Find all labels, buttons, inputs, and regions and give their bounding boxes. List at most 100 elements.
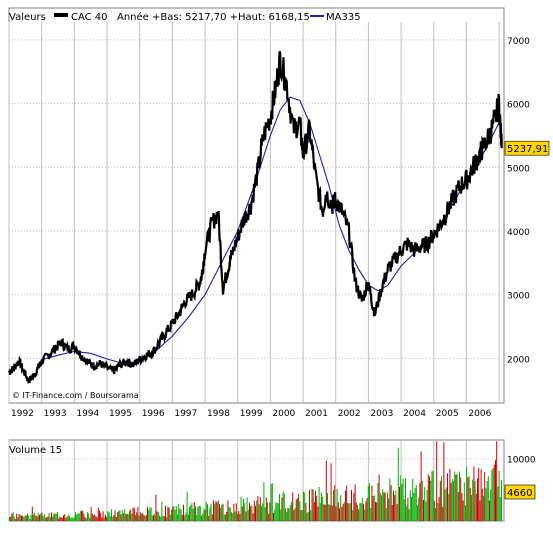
volume-bar xyxy=(136,512,138,521)
volume-bar xyxy=(139,512,141,521)
volume-bar xyxy=(465,505,466,521)
volume-bar xyxy=(311,488,313,521)
volume-bar xyxy=(165,505,166,521)
volume-bar xyxy=(133,508,135,521)
volume-bar xyxy=(208,515,210,521)
volume-bar xyxy=(324,504,326,521)
volume-bar xyxy=(455,474,457,521)
volume-bar xyxy=(277,503,279,521)
volume-bar xyxy=(419,482,421,521)
volume-bar xyxy=(334,485,336,521)
volume-bar xyxy=(287,507,289,521)
volume-bar xyxy=(178,503,180,521)
volume-bar xyxy=(210,503,212,521)
volume-bar xyxy=(301,510,303,521)
volume-bar xyxy=(295,499,297,521)
volume-bar xyxy=(48,513,50,521)
volume-bar xyxy=(190,505,192,521)
volume-bar xyxy=(237,513,238,521)
volume-bar xyxy=(130,509,132,521)
volume-bar xyxy=(53,513,55,521)
volume-bar xyxy=(245,511,247,521)
volume-bar xyxy=(300,509,302,521)
price-grid xyxy=(8,22,504,403)
volume-bar xyxy=(83,513,85,521)
y-tick-label: 7000 xyxy=(507,37,530,47)
volume-bar xyxy=(409,490,411,521)
volume-bar xyxy=(293,510,295,521)
volume-bar xyxy=(251,505,253,521)
volume-bar xyxy=(385,508,387,521)
volume-bar xyxy=(125,514,127,521)
volume-bar xyxy=(342,503,344,521)
volume-bar xyxy=(103,517,105,521)
volume-bar xyxy=(135,514,136,521)
volume-bar xyxy=(367,485,369,521)
volume-bar xyxy=(265,497,267,521)
volume-bar xyxy=(454,471,456,521)
volume-bar xyxy=(316,495,318,521)
x-tick-label: 1992 xyxy=(11,409,34,419)
volume-bar xyxy=(169,514,171,521)
volume-bar xyxy=(431,471,433,521)
volume-bar xyxy=(450,482,452,521)
volume-bar xyxy=(174,510,176,521)
x-tick-label: 2003 xyxy=(370,409,393,419)
volume-bar xyxy=(222,503,224,521)
volume-bar xyxy=(355,502,357,521)
volume-bar xyxy=(361,497,363,521)
volume-bar xyxy=(257,496,259,521)
volume-bar xyxy=(497,486,499,521)
volume-bar xyxy=(73,517,75,521)
volume-bar xyxy=(150,507,152,521)
volume-bar xyxy=(430,480,432,521)
volume-bar xyxy=(13,516,15,521)
volume-bar xyxy=(421,480,423,521)
volume-bar xyxy=(382,489,384,521)
x-axis-ticks: 1992 1993 1994 1995 1996 1997 1998 1999 2000 2001… xyxy=(11,409,492,419)
x-tick-label: 2006 xyxy=(468,409,491,419)
volume-bar xyxy=(331,505,333,521)
cac40-legend-label: CAC 40 xyxy=(71,12,108,23)
x-tick-label: 1994 xyxy=(76,409,99,419)
volume-bar xyxy=(147,506,148,521)
volume-bar xyxy=(347,503,349,521)
volume-bar xyxy=(225,514,226,521)
volume-bar xyxy=(101,517,103,521)
volume-bar xyxy=(484,472,486,521)
volume-bar xyxy=(425,501,427,521)
volume-bar xyxy=(321,492,322,521)
volume-bar xyxy=(40,513,42,521)
volume-bar xyxy=(19,514,21,521)
volume-bar xyxy=(89,517,91,521)
volume-bar xyxy=(220,508,222,521)
volume-bar xyxy=(343,502,345,521)
y-tick-label: 6000 xyxy=(507,101,530,111)
volume-title: Volume 15 xyxy=(9,445,62,456)
volume-bar xyxy=(328,504,330,521)
volume-bar xyxy=(394,495,396,521)
volume-bar xyxy=(375,501,376,521)
volume-bar xyxy=(282,491,284,521)
volume-bar xyxy=(477,478,478,521)
volume-bar xyxy=(323,504,325,521)
volume-bar xyxy=(228,507,230,521)
volume-bar xyxy=(161,501,163,521)
volume-bar xyxy=(151,515,153,521)
volume-bar xyxy=(445,487,447,521)
volume-bar xyxy=(447,473,448,521)
x-tick-label: 2005 xyxy=(436,409,459,419)
volume-bar xyxy=(270,484,272,521)
volume-bar xyxy=(90,507,92,521)
volume-bar xyxy=(55,514,57,521)
volume-y-ticks: 10000 xyxy=(507,456,536,466)
volume-bar xyxy=(322,496,324,521)
volume-bar xyxy=(244,502,246,521)
volume-bar xyxy=(364,509,366,521)
volume-bar xyxy=(67,514,69,521)
x-tick-label: 2000 xyxy=(272,409,295,419)
volume-bar xyxy=(24,515,26,521)
volume-bar xyxy=(481,488,483,521)
volume-bar xyxy=(315,490,316,521)
volume-bar xyxy=(305,502,307,521)
